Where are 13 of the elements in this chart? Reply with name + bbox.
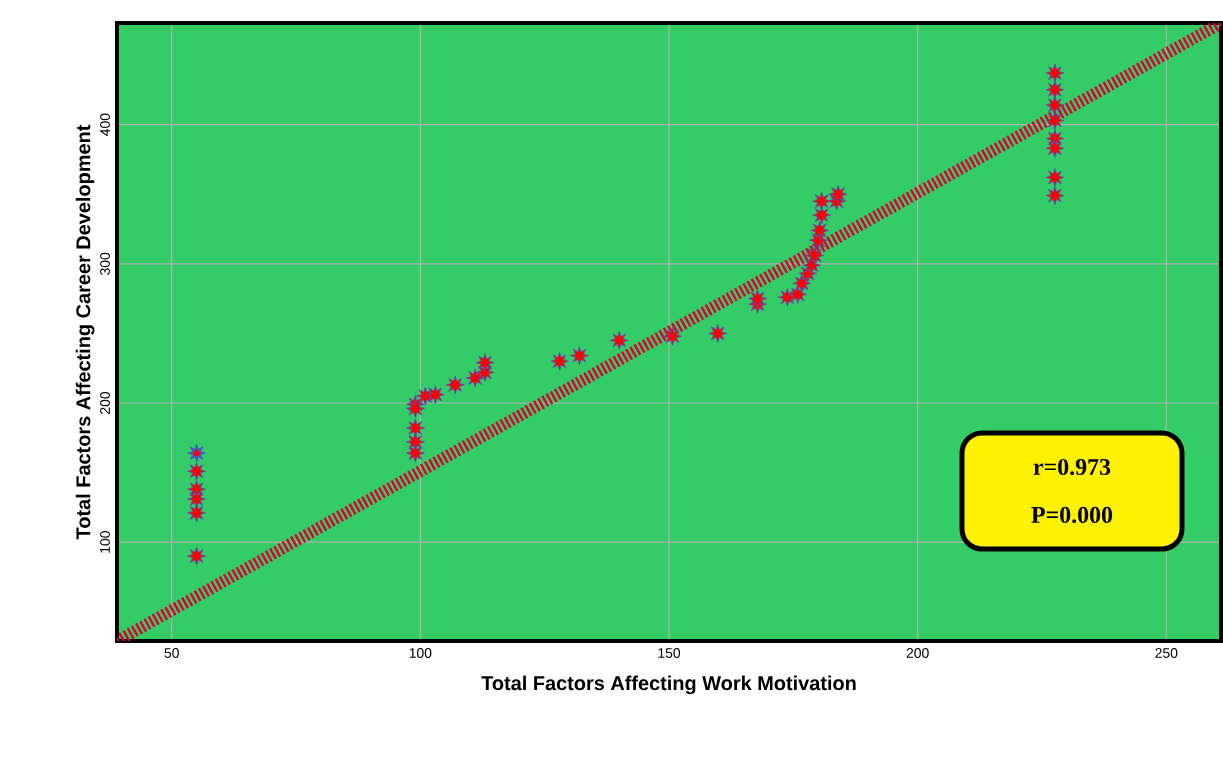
y-tick-label: 100 bbox=[100, 531, 110, 553]
x-tick-label: 100 bbox=[409, 648, 432, 658]
annotation: P=0.000 bbox=[1031, 506, 1113, 524]
y-tick-label: 400 bbox=[100, 113, 110, 136]
annotation: r=0.973 bbox=[1033, 458, 1111, 476]
x-tick-label: 200 bbox=[906, 648, 929, 658]
x-tick-label: 150 bbox=[658, 648, 681, 658]
y-axis-title: Total Factors Affecting Career Development bbox=[75, 124, 95, 540]
y-tick-label: 200 bbox=[100, 391, 110, 414]
x-axis-title: Total Factors Affecting Work Motivation bbox=[481, 675, 856, 695]
y-tick-label: 300 bbox=[100, 252, 110, 275]
x-tick-label: 50 bbox=[164, 648, 179, 658]
x-tick-label: 250 bbox=[1155, 648, 1178, 658]
